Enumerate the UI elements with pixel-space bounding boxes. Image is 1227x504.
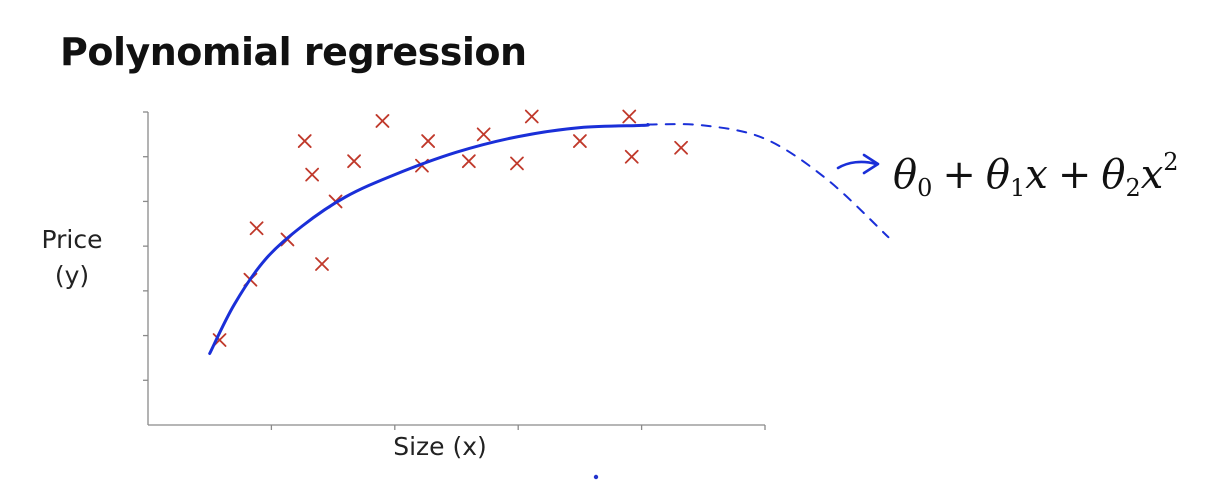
data-point-marker <box>347 154 361 169</box>
data-point-marker <box>297 134 312 148</box>
theta-0-subscript: 0 <box>917 174 933 202</box>
data-point-marker <box>375 114 390 128</box>
data-point-marker <box>510 156 524 171</box>
x-variable-1: x <box>1025 152 1048 198</box>
plus-sign-2: + <box>1057 152 1092 198</box>
x-axis-label: Size (x) <box>393 432 487 461</box>
y-axis-label-line-1: Price <box>41 225 103 254</box>
y-axis-label: Price (y) <box>22 222 122 294</box>
chart-title: Polynomial regression <box>60 30 527 74</box>
arrow-head <box>862 153 880 175</box>
data-point-marker <box>573 134 587 148</box>
fit-curve-extrapolation <box>646 123 890 239</box>
fit-curve <box>208 123 651 355</box>
data-point-marker <box>249 221 264 236</box>
theta-1-subscript: 1 <box>1009 174 1026 202</box>
fit-curve-group <box>208 123 890 355</box>
y-axis-label-line-2: (y) <box>54 261 90 290</box>
data-point-marker <box>461 154 476 169</box>
data-point-marker <box>622 109 637 124</box>
formula-arrow <box>836 153 880 175</box>
stray-dot <box>593 474 599 480</box>
model-formula: θ0 + θ1x + θ2x2 <box>893 148 1179 202</box>
x-variable-2: x <box>1140 152 1164 198</box>
data-point-marker <box>476 127 491 142</box>
data-point-marker <box>305 167 320 182</box>
data-point-marker <box>624 149 639 164</box>
data-point-marker <box>674 140 688 155</box>
axis-ticks <box>143 111 766 430</box>
data-point-marker <box>315 257 329 271</box>
data-point-marker <box>524 109 539 124</box>
data-points <box>212 109 688 347</box>
plus-sign-1: + <box>942 152 976 198</box>
x-squared-exponent: 2 <box>1163 148 1179 176</box>
theta-0-symbol: θ <box>893 152 918 198</box>
arrow-shaft <box>836 160 878 170</box>
theta-1-symbol: θ <box>985 152 1010 198</box>
theta-2-symbol: θ <box>1101 152 1126 198</box>
theta-2-subscript: 2 <box>1125 174 1141 202</box>
axes <box>147 112 765 426</box>
data-point-marker <box>421 134 436 148</box>
